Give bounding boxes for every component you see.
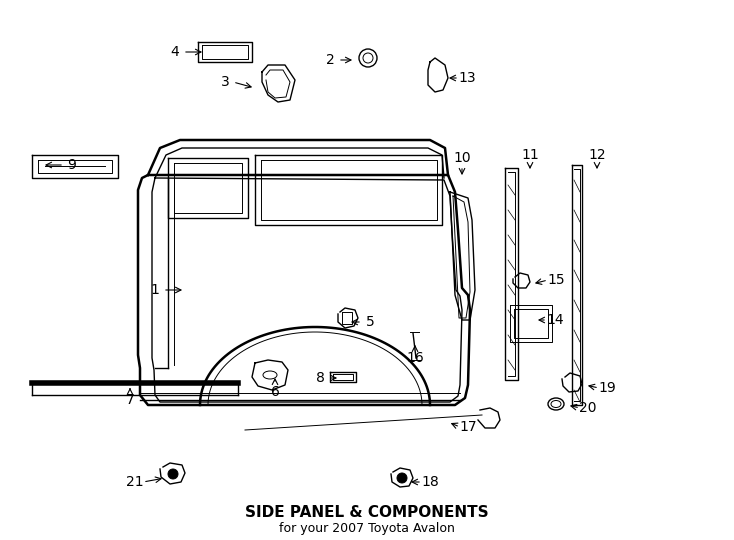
Text: 14: 14	[546, 313, 564, 327]
Text: 7: 7	[126, 393, 134, 407]
Text: 18: 18	[421, 475, 439, 489]
Text: 6: 6	[271, 385, 280, 399]
Circle shape	[168, 469, 178, 479]
Text: 2: 2	[326, 53, 335, 67]
Text: 9: 9	[68, 158, 76, 172]
Text: 8: 8	[316, 371, 324, 385]
Text: SIDE PANEL & COMPONENTS: SIDE PANEL & COMPONENTS	[245, 505, 489, 520]
Text: 17: 17	[459, 420, 477, 434]
Text: for your 2007 Toyota Avalon: for your 2007 Toyota Avalon	[279, 522, 455, 535]
Text: 5: 5	[366, 315, 374, 329]
Text: 12: 12	[588, 148, 606, 162]
Circle shape	[397, 473, 407, 483]
Text: 11: 11	[521, 148, 539, 162]
Text: 3: 3	[221, 75, 229, 89]
Text: 1: 1	[150, 283, 159, 297]
Text: 21: 21	[126, 475, 144, 489]
Text: 4: 4	[170, 45, 179, 59]
Text: 16: 16	[406, 351, 424, 365]
Text: 13: 13	[458, 71, 476, 85]
Text: 19: 19	[598, 381, 616, 395]
Text: 10: 10	[453, 151, 470, 165]
Text: 20: 20	[579, 401, 597, 415]
Text: 15: 15	[547, 273, 564, 287]
